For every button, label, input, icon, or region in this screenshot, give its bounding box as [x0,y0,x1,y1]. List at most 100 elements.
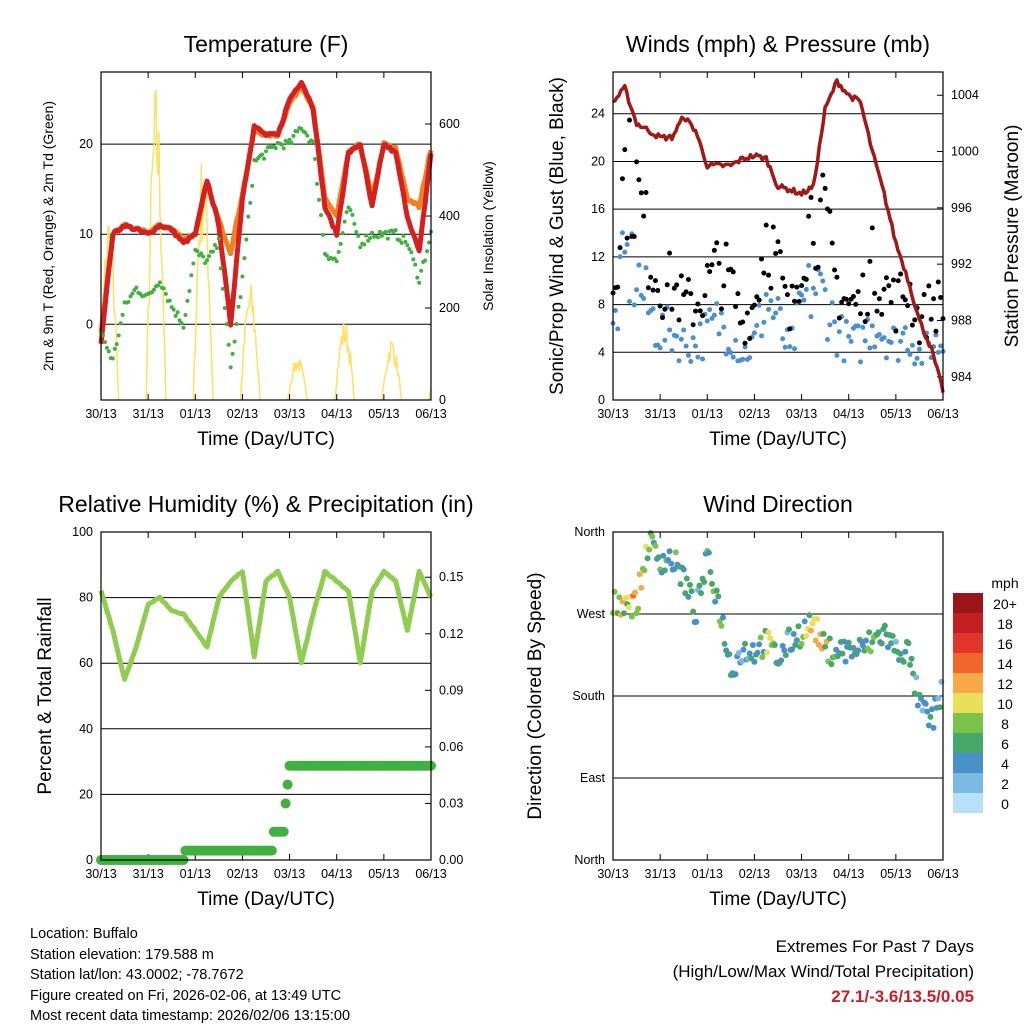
wind-point [690,335,696,341]
wind-point [799,292,805,298]
x-tick-label: 06/13 [927,407,958,421]
direction-point [878,640,885,647]
wind-point [641,296,647,302]
wind-point [933,332,939,338]
direction-point [718,622,725,629]
dewpoint-point [289,140,294,145]
gust-point [735,291,741,297]
gust-point [660,315,665,321]
wind-point [711,312,717,318]
gust-point [921,292,927,298]
dewpoint-point [120,312,125,317]
wind-point [615,326,621,332]
wind-point [697,321,703,327]
direction-point [881,622,888,629]
wind-point [763,292,769,298]
gust-point [711,247,717,253]
extremes-values: 27.1/-3.6/13.5/0.05 [831,987,974,1006]
wind-point [916,346,922,352]
direction-point [707,569,714,576]
dewpoint-point [110,356,115,361]
dewpoint-point [305,133,310,138]
gust-point [926,283,932,289]
wind-point [801,297,807,303]
wind-point [836,329,842,335]
wind-point [624,241,630,247]
wind-point [919,360,925,366]
wind-point [770,315,776,321]
dewpoint-point [152,287,157,292]
wind-point [881,335,887,341]
wind-point [872,344,878,350]
dewpoint-point [344,210,349,215]
gust-point [662,306,668,312]
dewpoint-point [167,298,172,303]
panel-title: Winds (mph) & Pressure (mb) [626,31,930,57]
dewpoint-point [114,342,119,347]
gust-point [935,279,941,285]
direction-point [621,610,627,617]
gust-point [775,239,781,245]
y-tick-label: 8 [598,298,605,312]
wind-point [876,331,882,337]
wind-point [650,306,656,312]
gust-point [843,296,849,302]
dewpoint-point [313,157,318,162]
dewpoint-point [262,156,267,161]
dewpoint-point [356,234,361,239]
direction-point [929,706,935,713]
wind-point [754,323,760,329]
x-tick-label: 01/13 [180,407,211,421]
direction-point [732,671,739,678]
wind-point [810,285,816,291]
gust-point [806,213,812,219]
panel-4: Wind DirectionNorthEastSouthWestNorth30/… [525,491,1019,910]
gust-point [827,208,833,214]
y-axis-label: Direction (Colored By Speed) [525,572,546,819]
direction-point [687,581,693,588]
dewpoint-point [195,249,200,254]
direction-point [930,724,937,731]
legend-swatch [953,793,983,813]
gust-point [648,274,654,280]
direction-point [905,640,912,647]
legend-label: 4 [1001,756,1009,772]
dewpoint-point [236,304,241,309]
dewpoint-point [128,294,133,299]
dewpoint-point [102,340,107,345]
direction-point [935,695,942,702]
location: Location: Buffalo [30,926,138,942]
wind-point [860,324,866,330]
pressure-line [612,78,945,393]
gust-point [631,234,637,240]
direction-point [764,649,770,656]
x-tick-label: 01/13 [180,867,211,881]
gust-point [773,251,779,257]
dewpoint-point [281,146,286,151]
gust-point [862,319,868,325]
gust-point [782,283,788,289]
direction-point [812,637,819,644]
dewpoint-point [385,236,390,241]
gust-point [652,278,658,284]
gust-point [820,172,826,178]
wind-point [627,298,632,304]
legend-label: 0 [1001,796,1009,812]
direction-point [806,612,813,619]
gust-point [761,270,767,276]
gust-point [704,262,710,268]
dewpoint-point [250,183,255,188]
gust-point [860,272,866,278]
y-tick-label: 24 [591,107,605,121]
wind-point [867,345,873,351]
wind-point [905,347,911,353]
dewpoint-point [303,130,308,135]
gust-point [895,278,901,284]
direction-point [690,608,697,615]
y-tick-label: 0 [598,393,605,407]
dewpoint-point [320,232,325,237]
gust-point [794,284,800,290]
dewpoint-point [264,149,268,154]
gust-point [740,319,746,325]
dewpoint-point [377,229,382,234]
